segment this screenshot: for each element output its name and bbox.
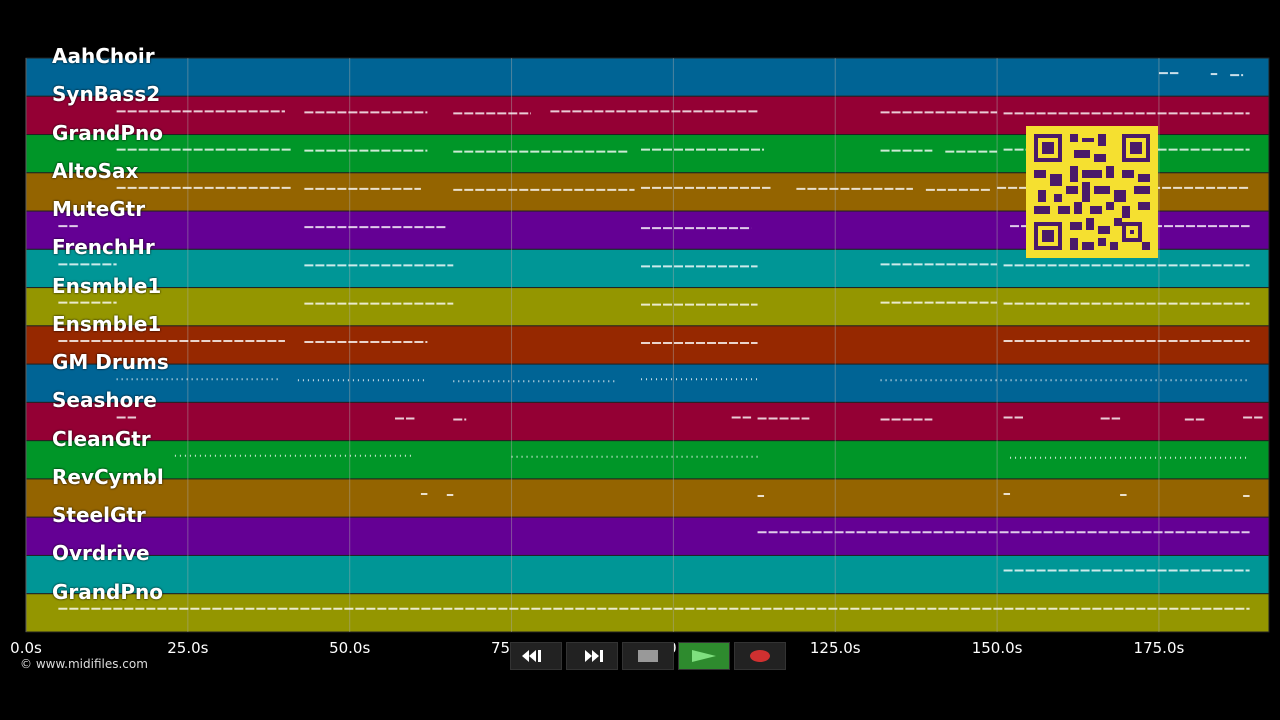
tick-label: 25.0s xyxy=(167,639,209,657)
tick-label: 125.0s xyxy=(809,639,861,657)
copyright-text: © www.midifiles.com xyxy=(20,657,148,671)
play-button[interactable] xyxy=(678,642,730,670)
stop-button[interactable] xyxy=(622,642,674,670)
transport-controls xyxy=(510,642,786,670)
track-label: FrenchHr xyxy=(52,235,155,260)
fast-forward-button[interactable] xyxy=(566,642,618,670)
record-icon xyxy=(750,650,770,662)
track-label: AltoSax xyxy=(52,158,139,183)
track-label: GrandPno xyxy=(52,579,163,604)
track-label: RevCymbl xyxy=(52,464,164,489)
stop-icon xyxy=(638,650,658,662)
tick-label: 175.0s xyxy=(1133,639,1185,657)
track-band xyxy=(25,57,1270,97)
track-label: Ovrdrive xyxy=(52,541,150,566)
track-label: Seashore xyxy=(52,388,157,413)
track-label: GM Drums xyxy=(52,350,169,375)
play-icon xyxy=(692,650,716,662)
track-band xyxy=(25,287,1270,327)
track-label: Ensmble1 xyxy=(52,273,162,298)
track-band xyxy=(25,363,1270,403)
rewind-button[interactable] xyxy=(510,642,562,670)
fast-forward-icon xyxy=(585,650,603,662)
track-band xyxy=(25,516,1270,556)
tick-label: 0.0s xyxy=(10,639,42,657)
tick-label: 50.0s xyxy=(329,639,371,657)
tick-label: 150.0s xyxy=(971,639,1023,657)
track-label: MuteGtr xyxy=(52,197,146,222)
track-band xyxy=(25,554,1270,595)
track-label: Ensmble1 xyxy=(52,311,162,336)
track-label: GrandPno xyxy=(52,120,163,145)
track-label: CleanGtr xyxy=(52,426,151,451)
track-label: SteelGtr xyxy=(52,503,146,528)
track-band xyxy=(25,440,1270,480)
track-band xyxy=(25,401,1270,442)
qr-code-icon xyxy=(1026,126,1158,258)
track-label: SynBass2 xyxy=(52,82,161,107)
track-band xyxy=(25,593,1270,633)
track-label: AahChoir xyxy=(52,44,155,68)
record-button[interactable] xyxy=(734,642,786,670)
track-band xyxy=(25,325,1270,365)
rewind-icon xyxy=(522,650,541,662)
track-band xyxy=(25,478,1270,518)
